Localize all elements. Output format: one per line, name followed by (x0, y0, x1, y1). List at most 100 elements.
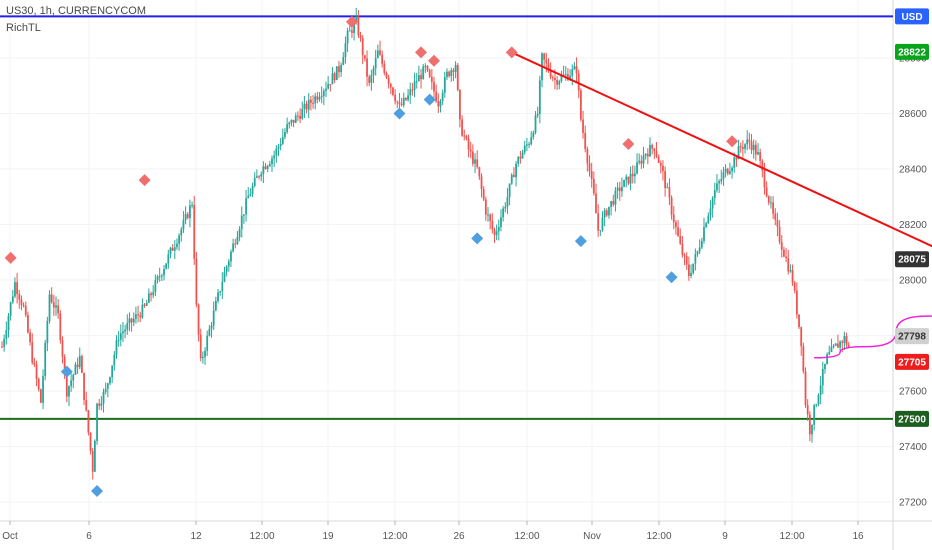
y-tick-label: 27600 (899, 387, 927, 398)
candle-body (778, 226, 781, 242)
candle-body (649, 145, 651, 157)
candle-body (525, 144, 528, 146)
candle-body (547, 63, 550, 71)
candle-body (156, 276, 159, 281)
candle-body (513, 174, 515, 178)
candle-body (698, 247, 701, 252)
candle-body (588, 163, 591, 172)
candle-body (14, 282, 16, 297)
candle-body (316, 96, 319, 100)
candle-body (193, 204, 196, 259)
candle-body (55, 305, 57, 308)
candle-body (5, 330, 8, 339)
candle-body (590, 171, 593, 179)
candle-body (765, 187, 768, 197)
candle-body (798, 314, 800, 328)
candle-body (180, 229, 183, 236)
candle-body (519, 156, 522, 159)
swing-high-marker (726, 135, 739, 148)
x-tick-label: Nov (583, 531, 601, 542)
candle-body (787, 258, 790, 272)
candle-body (806, 405, 809, 415)
candle-body (329, 84, 332, 86)
candle-body (111, 365, 114, 378)
candle-body (307, 99, 310, 110)
candle-body (532, 132, 535, 138)
candle-body (426, 65, 429, 70)
x-tick-label: 12 (190, 531, 202, 542)
candle-body (731, 167, 733, 172)
candle-body (72, 374, 75, 381)
candle-body (774, 213, 777, 220)
candle-body (638, 160, 641, 163)
candle-body (292, 119, 295, 123)
candle-body (614, 190, 617, 205)
candle-body (262, 166, 265, 174)
candle-body (27, 314, 29, 333)
swing-high-marker (622, 138, 635, 151)
candle-body (577, 73, 580, 91)
candle-body (672, 214, 675, 223)
candle-body (102, 391, 105, 404)
candle-body (68, 386, 70, 397)
candle-body (357, 16, 360, 36)
candle-body (724, 168, 727, 173)
candle-body (707, 215, 710, 224)
candle-body (297, 115, 299, 117)
candle-body (240, 215, 243, 230)
candles (1, 8, 850, 480)
candle-body (489, 214, 492, 222)
candle-body (135, 314, 137, 319)
candle-body (420, 75, 422, 80)
candle-body (245, 198, 247, 215)
candle-body (640, 160, 643, 164)
candle-body (567, 74, 569, 80)
price-tag (895, 353, 929, 370)
candle-body (141, 304, 144, 318)
candle-body (402, 97, 405, 106)
candle-body (495, 231, 498, 235)
x-tick-label: 16 (852, 531, 864, 542)
candle-body (359, 35, 362, 39)
candle-body (57, 305, 60, 314)
candle-body (221, 281, 224, 292)
candle-body (502, 208, 505, 218)
candle-body (24, 305, 27, 315)
swing-low-marker (423, 93, 436, 106)
candle-body (655, 151, 658, 157)
candle-body (476, 159, 479, 168)
candle-body (37, 378, 40, 390)
candle-body (487, 214, 489, 216)
candle-body (744, 144, 746, 149)
candle-body (158, 276, 161, 278)
candle-body (551, 77, 554, 79)
candle-body (452, 70, 455, 72)
candle-body (709, 208, 712, 216)
swing-high-marker (138, 174, 151, 187)
candle-body (405, 97, 407, 100)
candle-body (243, 214, 245, 216)
candle-body (59, 313, 62, 341)
candle-body (93, 440, 96, 472)
candle-body (199, 334, 202, 359)
x-tick-label: 12:00 (514, 531, 539, 542)
candle-body (290, 119, 293, 123)
candle-body (690, 273, 692, 276)
candle-body (582, 119, 584, 133)
x-tick-label: 12:00 (646, 531, 671, 542)
candle-body (564, 74, 567, 76)
candle-body (726, 168, 729, 174)
candle-body (597, 213, 600, 231)
candle-body (433, 81, 435, 92)
candle-body (629, 173, 632, 184)
candle-body (271, 158, 273, 165)
candle-body (145, 302, 148, 306)
candle-body (279, 143, 282, 147)
candle-body (238, 229, 241, 237)
swing-low-marker (471, 232, 484, 245)
candle-body (346, 30, 349, 44)
candle-body (754, 144, 757, 155)
candle-body (126, 323, 129, 330)
candle-body (750, 141, 753, 151)
